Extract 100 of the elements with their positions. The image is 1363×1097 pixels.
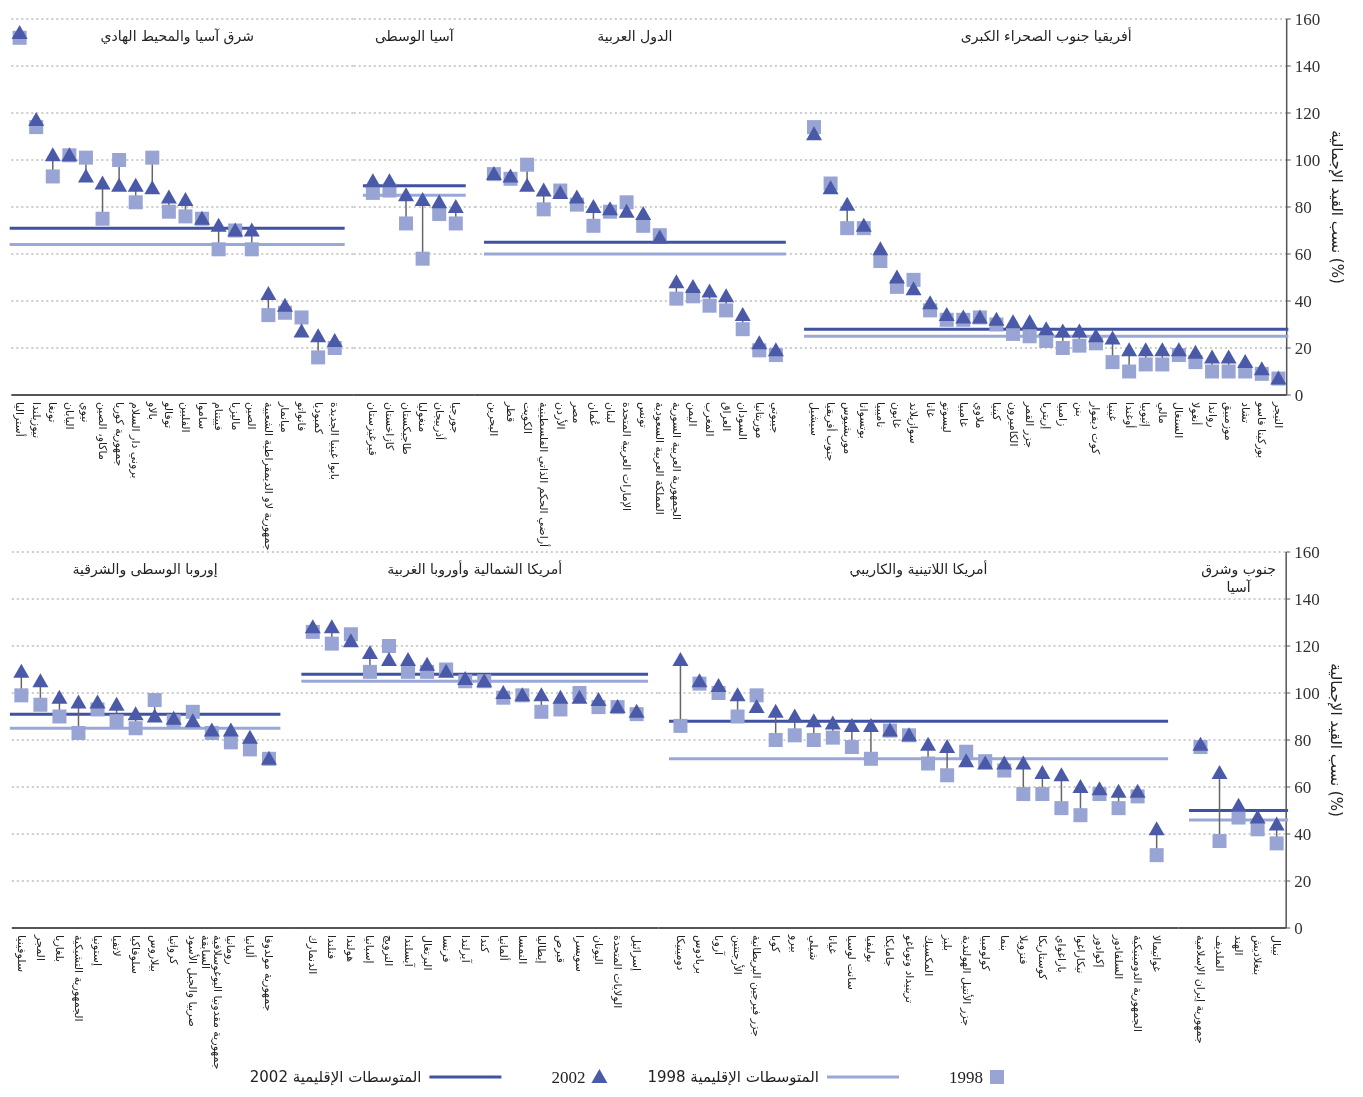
x-tick-label: زامبيا [1056, 402, 1070, 427]
y-axis-title: نسب القيد الإجمالية (%) [1327, 130, 1346, 284]
x-tick-label: إيطاليا [534, 935, 548, 964]
x-tick-label: نيكاراغوا [1073, 935, 1087, 974]
x-tick-label: جنوب أفريقيا [824, 402, 839, 462]
x-tick-label: كوت ديفوار [1089, 401, 1103, 456]
text: إوروبا الوسطى والشرقية [72, 561, 218, 578]
x-tick-label: إكوادور [1093, 934, 1107, 968]
x-tick-label: المغرب [703, 402, 717, 437]
x-tick-label: جمهورية كوريا [112, 402, 126, 467]
y-tick-label: 140 [1294, 589, 1320, 609]
x-tick-label: جمهورية لاو الديمقراطية الشعبية [261, 402, 275, 551]
x-tick-label: بليز [940, 934, 954, 952]
x-tick-label: كازاخستان [382, 402, 396, 452]
x-tick-label: رواندا [1205, 402, 1219, 428]
x-tick-label: بنن [1072, 402, 1086, 417]
x-tick-label: الأردن [553, 402, 568, 430]
y-tick-label: 80 [1294, 197, 1312, 217]
x-tick-label: الولايات المتحدة [611, 935, 625, 1009]
x-tick-label: ساموا [195, 402, 209, 430]
x-tick-label: غينيا [1106, 402, 1120, 422]
x-tick-label: رومانيا [224, 935, 238, 965]
x-tick-label: أنغولا [1188, 402, 1203, 426]
x-tick-label: لبنان [603, 402, 617, 424]
x-tick-label: كينيا [989, 402, 1003, 422]
x-tick-label: كرواتيا [167, 935, 181, 966]
x-tick-label: الفلبين [178, 402, 192, 433]
y-tick-label: 20 [1294, 871, 1312, 891]
x-tick-label: جيبوتي [769, 402, 783, 434]
y-tick-label: 100 [1294, 150, 1321, 170]
x-tick-label: الجمهورية الدومينيكية [1131, 935, 1145, 1033]
x-tick-label: المجر [33, 934, 47, 961]
x-tick-label: بروني دار السلام [129, 402, 143, 479]
x-tick-label: إستونيا [91, 935, 105, 967]
x-tick-label: غيانا [826, 935, 840, 955]
x-tick-label: قيرغيزستان [366, 402, 380, 456]
x-tick-label: الجمهورية التشيكية [71, 935, 85, 1022]
x-tick-label: السودان [736, 402, 750, 440]
x-tick-label: أراضي الحكم الذاتي الفلسطينية [537, 402, 552, 548]
x-tick-label: جورجيا [449, 402, 463, 434]
x-tick-label: سلوفينيا [14, 935, 28, 973]
x-tick-label: كوبا [769, 935, 783, 954]
x-tick-label: نيوي [79, 402, 93, 423]
x-tick-label: البحرين [487, 402, 501, 437]
x-tick-label: بيرو [788, 934, 802, 953]
x-tick-label: موزمبيق [1221, 402, 1236, 441]
x-tick-label: ألمانيا [496, 935, 511, 961]
x-tick-label: سيشيل [807, 402, 821, 436]
x-tick-label: تونس [636, 402, 650, 428]
text: الدول العربية [597, 28, 673, 45]
x-tick-label: أستراليا [13, 402, 28, 437]
y-axis-title: نسب القيد الإجمالية (%) [1327, 663, 1346, 817]
x-tick-label: أذربيجان [432, 402, 447, 441]
text: أمريكا الشمالية وأوروبا الغربية [387, 560, 563, 578]
x-tick-label: نيوزيلندا [29, 402, 43, 439]
y-tick-label: 40 [1294, 824, 1312, 844]
y-tick-label: 160 [1294, 542, 1320, 562]
y-tick-label: 0 [1294, 918, 1303, 938]
x-tick-label: اليمن [686, 402, 700, 427]
x-tick-label: مصر [570, 401, 584, 424]
x-tick-label: آيرلندا [458, 935, 473, 964]
y-tick-label: 100 [1294, 683, 1320, 703]
x-tick-label: بوركينا فاسو [1255, 401, 1269, 459]
x-tick-label: أوغندا [1122, 402, 1137, 429]
x-tick-label: إسرائيل [630, 935, 644, 972]
x-tick-label: هولندا [344, 935, 358, 963]
x-tick-label: إسبانيا [363, 935, 377, 964]
x-tick-label: إثيوبيا [1139, 402, 1153, 427]
x-tick-label: الصين [245, 402, 259, 430]
x-tick-label: بابوا غينيا الجديدة [328, 402, 342, 481]
x-tick-label: قطر [504, 401, 518, 423]
x-tick-label: ميانمار [278, 401, 292, 433]
x-tick-label: الملديف [1213, 935, 1227, 972]
x-tick-label: توفالو [162, 401, 176, 429]
y-tick-label: 20 [1294, 338, 1312, 358]
x-tick-label: ليسوتو [940, 401, 954, 433]
text: شرق آسيا والمحيط الهادي [100, 28, 254, 45]
legend-label: المتوسطات الإقليمية 1998 [647, 1068, 819, 1086]
x-tick-label: باراغواي [1054, 935, 1068, 973]
x-tick-label: النمسا [515, 935, 529, 965]
x-tick-label: بنما [997, 935, 1011, 952]
y-tick-label: 60 [1294, 244, 1312, 264]
legend-label: المتوسطات الإقليمية 2002 [249, 1068, 422, 1086]
x-tick-label: فنزويلا [1016, 935, 1030, 965]
x-tick-label: شيلي [807, 935, 821, 961]
x-tick-label: بربادوس [692, 935, 706, 975]
x-tick-label: كولومبيا [978, 935, 992, 972]
y-tick-label: 60 [1294, 777, 1312, 797]
x-tick-label: سانت لوسيا [845, 935, 859, 990]
x-tick-label: طاجيكستان [399, 402, 413, 456]
x-tick-label: اليونان [592, 935, 606, 965]
x-tick-label: العراق [719, 402, 733, 432]
x-tick-label: جزر فيرجين البريطانية [750, 935, 764, 1037]
x-tick-label: جزر القمر [1023, 401, 1037, 449]
x-tick-label: غواتيمالا [1150, 935, 1164, 973]
x-tick-label: النيجر [1271, 401, 1285, 429]
x-tick-label: موريتانيا [752, 402, 766, 439]
x-tick-label: غانا [923, 402, 937, 418]
text: أمريكا اللاتينية والكاريبي [849, 560, 988, 578]
x-tick-label: سلوفاكيا [129, 935, 143, 975]
